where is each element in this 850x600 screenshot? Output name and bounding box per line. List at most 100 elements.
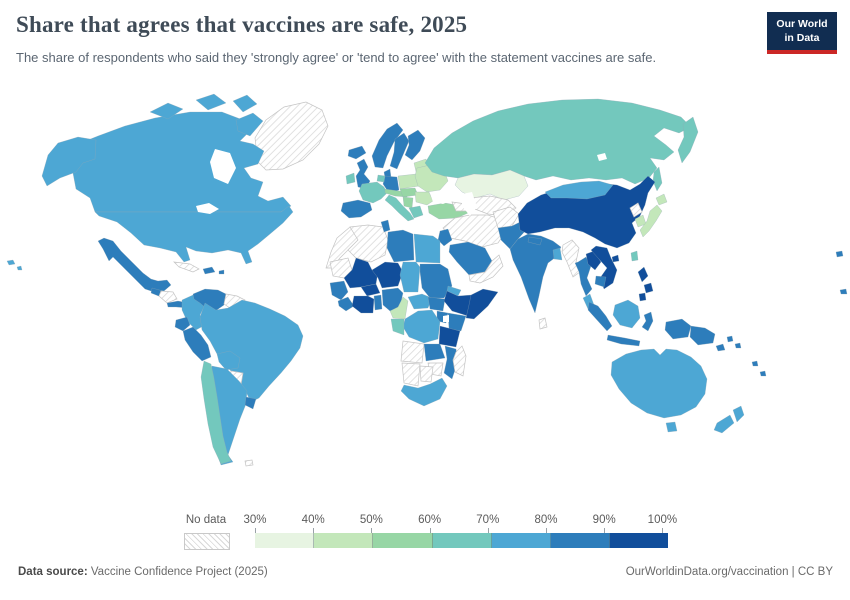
region-russia[interactable] xyxy=(424,98,692,185)
region-algeria[interactable] xyxy=(347,224,389,263)
region-saudi-arabia[interactable] xyxy=(448,241,493,276)
region-australia[interactable] xyxy=(610,348,708,419)
region-senegal-guinea[interactable] xyxy=(329,280,349,301)
region-pacific-islands[interactable] xyxy=(751,360,759,367)
region-ecuador[interactable] xyxy=(174,316,191,332)
region-north-korea[interactable] xyxy=(629,202,643,218)
region-romania-bulgaria[interactable] xyxy=(414,191,434,206)
region-nepal[interactable] xyxy=(527,236,543,246)
region-south-africa[interactable] xyxy=(400,377,448,407)
region-solomon-islands[interactable] xyxy=(734,342,742,349)
region-mongolia[interactable] xyxy=(544,180,614,200)
region-bangladesh[interactable] xyxy=(552,247,563,261)
region-zambia[interactable] xyxy=(423,343,446,362)
region-hawaii[interactable] xyxy=(6,259,16,266)
region-afghanistan[interactable] xyxy=(492,206,520,229)
region-kamchatka[interactable] xyxy=(677,116,699,164)
region-angola[interactable] xyxy=(400,340,425,364)
region-namibia[interactable] xyxy=(401,362,421,387)
region-canadian-arctic[interactable] xyxy=(232,94,258,113)
region-somalia[interactable] xyxy=(465,288,499,320)
region-philippines[interactable] xyxy=(638,292,647,302)
region-tunisia[interactable] xyxy=(380,219,391,233)
region-burkina-faso[interactable] xyxy=(360,283,381,297)
region-cambodia[interactable] xyxy=(594,275,607,288)
region-sulawesi[interactable] xyxy=(641,311,654,332)
region-norway[interactable] xyxy=(371,122,404,169)
region-togo-benin[interactable] xyxy=(373,294,383,311)
region-new-zealand[interactable] xyxy=(713,414,735,434)
legend-bin-70-80[interactable] xyxy=(491,533,551,548)
region-micronesia[interactable] xyxy=(835,250,844,258)
region-greece[interactable] xyxy=(408,205,424,219)
region-hawaii[interactable] xyxy=(16,265,23,271)
region-iberia[interactable] xyxy=(340,199,373,219)
region-chad[interactable] xyxy=(399,261,421,293)
region-yemen-oman[interactable] xyxy=(468,254,504,284)
region-gabon-congo[interactable] xyxy=(390,318,405,336)
region-papua-new-guinea[interactable] xyxy=(715,343,726,352)
region-benelux[interactable] xyxy=(376,174,386,183)
region-vietnam[interactable] xyxy=(590,245,618,290)
region-cameroon[interactable] xyxy=(389,296,409,320)
legend-bin-90-100[interactable] xyxy=(610,533,669,548)
region-bolivia[interactable] xyxy=(216,350,241,371)
region-honduras-nicaragua[interactable] xyxy=(158,290,178,304)
region-botswana[interactable] xyxy=(419,365,434,383)
region-sierra-leone-liberia[interactable] xyxy=(337,296,355,312)
region-canadian-arctic[interactable] xyxy=(235,112,264,137)
region-kazakhstan[interactable] xyxy=(454,169,529,201)
attribution-link[interactable]: OurWorldinData.org/vaccination | CC BY xyxy=(625,566,833,578)
region-borneo[interactable] xyxy=(612,299,641,329)
region-japan[interactable] xyxy=(655,193,668,206)
region-papua-new-guinea[interactable] xyxy=(689,325,716,346)
legend-bin-80-90[interactable] xyxy=(550,533,611,548)
region-pacific-islands[interactable] xyxy=(759,370,767,377)
region-usa[interactable] xyxy=(94,205,294,265)
region-falkland-islands[interactable] xyxy=(244,459,254,467)
region-japan[interactable] xyxy=(639,204,663,238)
region-south-sudan[interactable] xyxy=(427,296,446,312)
legend-bin-60-70[interactable] xyxy=(432,533,492,548)
region-venezuela[interactable] xyxy=(192,288,227,313)
legend-bin-50-60[interactable] xyxy=(373,533,433,548)
region-italy[interactable] xyxy=(384,194,415,222)
region-chile[interactable] xyxy=(200,360,232,465)
region-peru[interactable] xyxy=(182,326,212,362)
region-solomon-islands[interactable] xyxy=(726,335,734,343)
region-libya[interactable] xyxy=(386,229,415,263)
region-dr-congo[interactable] xyxy=(402,309,441,344)
region-tanzania[interactable] xyxy=(438,325,461,348)
region-greenland[interactable] xyxy=(254,101,329,171)
region-kenya[interactable] xyxy=(447,312,467,332)
region-brazil[interactable] xyxy=(199,299,304,403)
legend-bin-40-50[interactable] xyxy=(314,533,374,548)
region-balkans[interactable] xyxy=(402,196,414,209)
legend-bin-30-40[interactable] xyxy=(255,533,315,548)
region-cote-divoire-ghana[interactable] xyxy=(351,295,375,314)
region-hispaniola[interactable] xyxy=(202,266,216,275)
region-madagascar[interactable] xyxy=(452,345,467,377)
region-uruguay[interactable] xyxy=(244,396,257,410)
region-hainan[interactable] xyxy=(611,254,620,263)
region-france[interactable] xyxy=(358,181,388,204)
region-philippines[interactable] xyxy=(643,282,654,294)
region-iceland[interactable] xyxy=(347,145,367,160)
region-puerto-rico[interactable] xyxy=(218,269,225,275)
region-sri-lanka[interactable] xyxy=(538,317,548,330)
region-canadian-arctic[interactable] xyxy=(195,93,227,111)
region-west-papua[interactable] xyxy=(664,318,692,340)
region-sweden[interactable] xyxy=(389,132,410,170)
region-micronesia[interactable] xyxy=(839,288,848,295)
region-tasmania[interactable] xyxy=(665,421,678,433)
legend-no-data-swatch[interactable] xyxy=(184,533,230,550)
region-alaska[interactable] xyxy=(41,136,97,187)
region-sumatra[interactable] xyxy=(587,301,613,332)
region-new-zealand[interactable] xyxy=(732,405,745,423)
region-taiwan[interactable] xyxy=(630,250,639,262)
region-java[interactable] xyxy=(606,334,641,347)
region-sakhalin[interactable] xyxy=(652,166,663,192)
region-finland[interactable] xyxy=(404,129,426,161)
region-sudan[interactable] xyxy=(419,263,453,299)
